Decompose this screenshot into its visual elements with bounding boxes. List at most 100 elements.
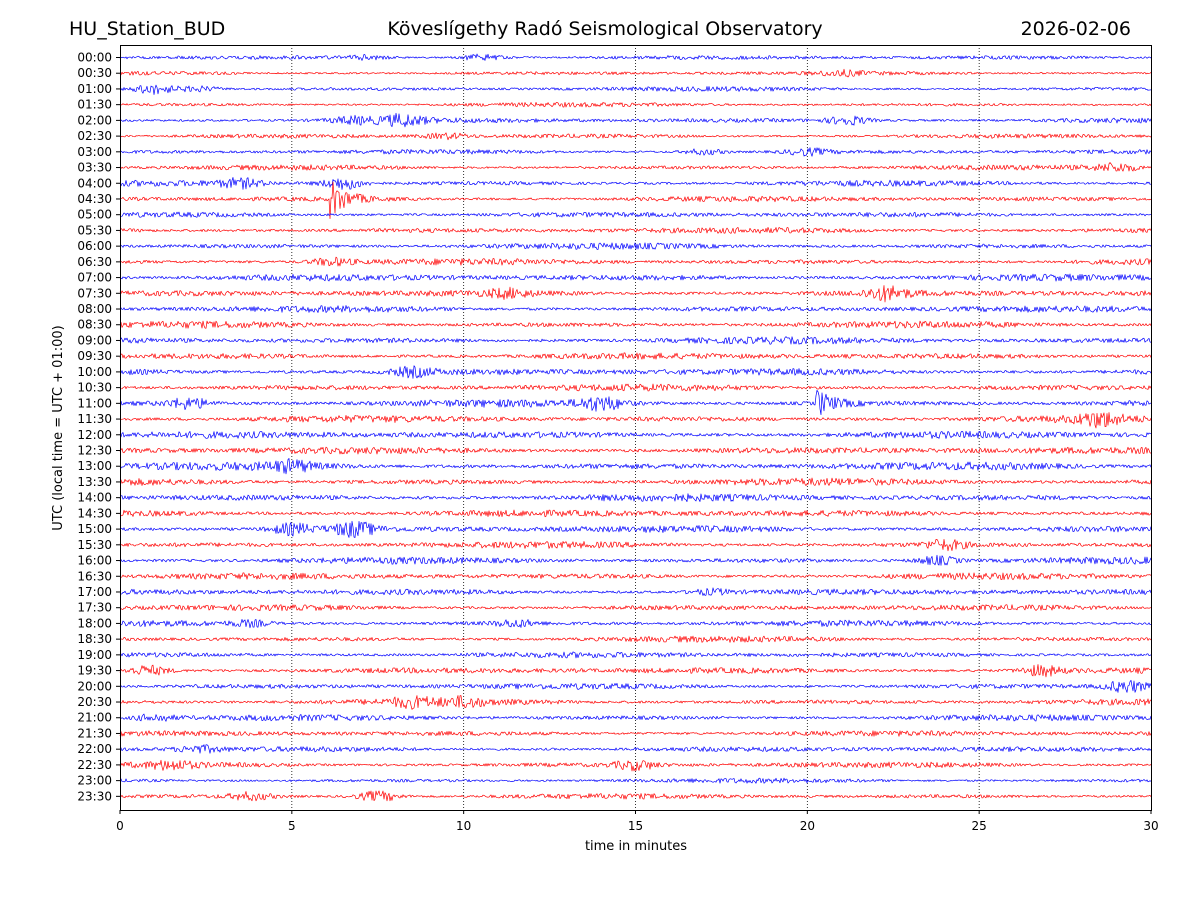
y-tick-label: 12:30 [77, 444, 112, 458]
grid-lines [291, 45, 980, 810]
y-tick-label: 14:00 [77, 491, 112, 505]
y-tick-label: 19:30 [77, 664, 112, 678]
trace-0200 [119, 112, 1152, 128]
x-tick-label: 30 [1143, 819, 1158, 833]
y-tick-label: 11:00 [77, 396, 112, 410]
y-tick-label: 11:30 [77, 412, 112, 426]
trace-0000 [119, 53, 1152, 61]
y-tick-label: 08:00 [77, 302, 112, 316]
station-name: HU_Station_BUD [69, 18, 225, 40]
trace-1730 [119, 604, 1152, 612]
y-tick-label: 15:30 [77, 538, 112, 552]
y-tick-label: 06:30 [77, 255, 112, 269]
trace-0930 [119, 352, 1152, 360]
y-tick-label: 18:30 [77, 632, 112, 646]
trace-2030 [119, 695, 1152, 710]
y-tick-label: 03:30 [77, 161, 112, 175]
x-tick-label: 25 [972, 819, 987, 833]
trace-1100 [119, 389, 1152, 416]
x-tick-label: 0 [116, 819, 124, 833]
y-tick-label: 15:00 [77, 522, 112, 536]
trace-1430 [119, 509, 1152, 518]
y-tick-label: 09:00 [77, 333, 112, 347]
y-tick-label: 10:00 [77, 365, 112, 379]
trace-0700 [119, 273, 1152, 282]
x-tick-label: 20 [800, 819, 815, 833]
trace-0230 [119, 132, 1152, 141]
y-tick-label: 02:30 [77, 129, 112, 143]
trace-0730 [119, 285, 1152, 303]
y-tick-label: 20:30 [77, 695, 112, 709]
y-tick-label: 17:30 [77, 601, 112, 615]
trace-0130 [119, 101, 1152, 108]
trace-0900 [119, 336, 1152, 345]
y-tick-label: 06:00 [77, 239, 112, 253]
x-axis-label: time in minutes [585, 839, 687, 854]
x-tick-label: 5 [288, 819, 296, 833]
y-tick-label: 13:00 [77, 459, 112, 473]
trace-0430 [119, 181, 1152, 219]
y-axis-label: UTC (local time = UTC + 01:00) [51, 325, 66, 530]
trace-0500 [119, 211, 1152, 218]
trace-0830 [119, 320, 1152, 329]
trace-1030 [119, 383, 1152, 392]
trace-0600 [119, 242, 1152, 250]
y-tick-label: 09:30 [77, 349, 112, 363]
trace-1500 [119, 520, 1152, 538]
y-tick-label: 04:00 [77, 176, 112, 190]
trace-0800 [119, 305, 1152, 313]
y-tick-label: 16:30 [77, 569, 112, 583]
y-tick-label: 22:30 [77, 758, 112, 772]
trace-1830 [119, 635, 1152, 643]
y-tick-label: 04:30 [77, 192, 112, 206]
y-tick-label: 12:00 [77, 428, 112, 442]
trace-2100 [119, 713, 1152, 722]
y-tick-label: 18:00 [77, 616, 112, 630]
trace-0030 [119, 68, 1152, 78]
trace-1200 [119, 430, 1152, 439]
y-tick-label: 19:00 [77, 648, 112, 662]
trace-1300 [119, 458, 1152, 475]
y-tick-label: 08:30 [77, 318, 112, 332]
trace-0630 [119, 256, 1152, 267]
trace-1400 [119, 493, 1152, 503]
y-tick-label: 03:00 [77, 145, 112, 159]
trace-group [119, 53, 1152, 802]
trace-1230 [119, 446, 1152, 455]
trace-1330 [119, 477, 1152, 486]
plot-frame [120, 45, 1152, 811]
trace-1900 [119, 651, 1152, 659]
y-tick-label: 23:30 [77, 789, 112, 803]
x-axis-ticks: 0 5 10 15 20 25 30 [116, 810, 1159, 833]
trace-0330 [119, 162, 1152, 172]
y-tick-label: 22:00 [77, 742, 112, 756]
x-tick-label: 10 [456, 819, 471, 833]
y-tick-label: 20:00 [77, 679, 112, 693]
chart-date: 2026-02-06 [1021, 18, 1131, 40]
trace-1000 [119, 365, 1152, 379]
trace-2330 [119, 790, 1152, 802]
trace-1130 [119, 412, 1152, 429]
y-tick-label: 01:00 [77, 82, 112, 96]
y-tick-label: 01:30 [77, 98, 112, 112]
x-tick-label: 15 [628, 819, 643, 833]
trace-0400 [119, 177, 1152, 190]
y-tick-label: 00:00 [77, 51, 112, 65]
trace-0100 [119, 84, 1152, 95]
y-tick-label: 17:00 [77, 585, 112, 599]
y-tick-label: 05:30 [77, 223, 112, 237]
y-tick-label: 05:00 [77, 208, 112, 222]
y-tick-label: 13:30 [77, 475, 112, 489]
y-tick-label: 10:30 [77, 381, 112, 395]
trace-1930 [119, 664, 1152, 678]
y-tick-label: 14:30 [77, 506, 112, 520]
trace-1530 [119, 538, 1152, 552]
y-tick-label: 07:00 [77, 271, 112, 285]
y-tick-label: 21:30 [77, 726, 112, 740]
y-tick-label: 16:00 [77, 554, 112, 568]
trace-2000 [119, 679, 1152, 693]
trace-2300 [119, 777, 1152, 784]
trace-1630 [119, 572, 1152, 581]
